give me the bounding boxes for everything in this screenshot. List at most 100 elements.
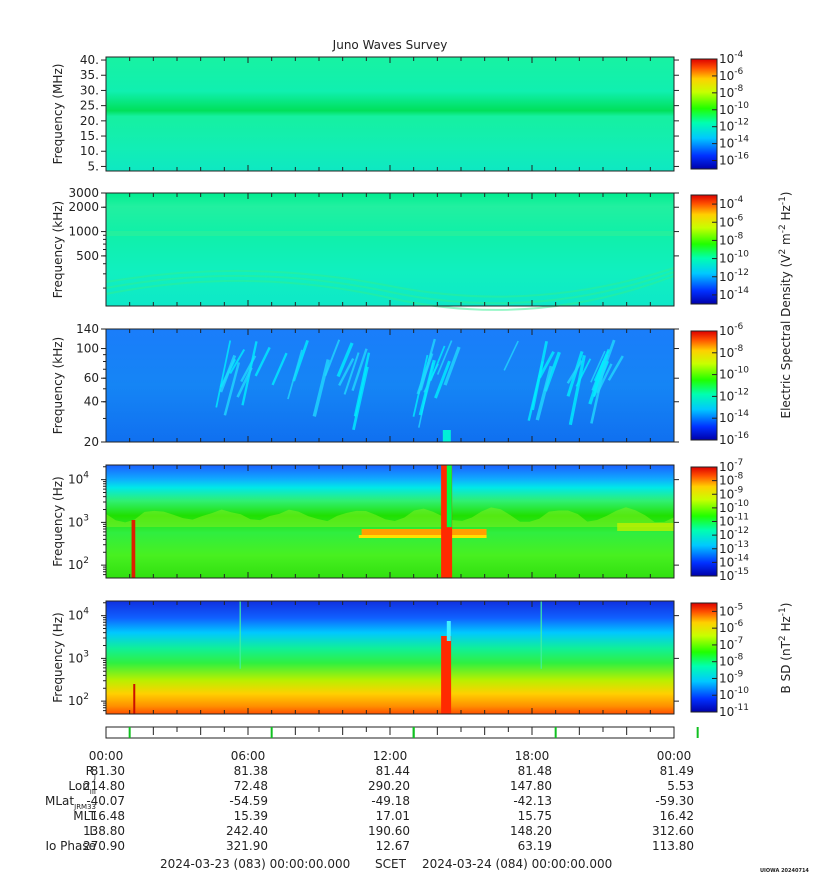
emission-streak bbox=[575, 358, 592, 387]
emission-streak bbox=[287, 349, 303, 400]
ephemeris-value: -40.07 bbox=[86, 794, 125, 808]
emission-streak bbox=[416, 352, 434, 395]
strip-marker bbox=[554, 727, 557, 738]
colorbar-tick-label: 10-12 bbox=[719, 387, 749, 403]
spike bbox=[133, 520, 136, 578]
y-tick-label: 35. bbox=[80, 68, 99, 82]
ephemeris-value: 81.44 bbox=[376, 764, 410, 778]
colorbar-tick-label: 10-11 bbox=[719, 703, 749, 719]
y-tick-label: 103 bbox=[68, 513, 89, 529]
ephemeris-row-label: RJ bbox=[86, 764, 96, 781]
colorbar-tick-label: 10-8 bbox=[719, 84, 744, 100]
colorbar-tick-label: 10-14 bbox=[719, 135, 749, 151]
ephemeris-value: -49.18 bbox=[371, 794, 410, 808]
emission-streak bbox=[535, 365, 553, 421]
colorbar-tick-label: 10-14 bbox=[719, 553, 749, 569]
ephemeris-value: 17.01 bbox=[376, 809, 410, 823]
broadband-burst bbox=[441, 636, 452, 714]
y-tick-label: 60 bbox=[84, 371, 99, 385]
y-tick-label: 3000 bbox=[68, 186, 99, 200]
vertical-line bbox=[239, 601, 241, 669]
ephemeris-value: 15.75 bbox=[518, 809, 552, 823]
footer-scet-label: SCET bbox=[375, 857, 407, 871]
ephemeris-value: 5.53 bbox=[667, 779, 694, 793]
colorbar-tick-label: 10-6 bbox=[719, 213, 744, 229]
colorbar-tick-label: 10-4 bbox=[719, 195, 744, 211]
ephemeris-value: -59.30 bbox=[655, 794, 694, 808]
emission-streak bbox=[503, 340, 519, 371]
x-tick-label: 12:00 bbox=[373, 749, 408, 763]
colorbar-gradient bbox=[690, 58, 718, 170]
emission-streak bbox=[566, 360, 583, 384]
colorbar-gradient bbox=[690, 602, 718, 713]
y-tick-label: 103 bbox=[68, 649, 89, 665]
burst-patch bbox=[442, 430, 451, 442]
emission-streak bbox=[429, 345, 446, 382]
emission-streak bbox=[434, 360, 451, 399]
spike bbox=[131, 520, 134, 578]
y-tick-label: 20 bbox=[84, 435, 99, 449]
emission-streak bbox=[527, 361, 544, 421]
emission-streak bbox=[229, 349, 246, 374]
ephemeris-row-label: MLT bbox=[73, 809, 96, 823]
ephemeris-value: -42.13 bbox=[513, 794, 552, 808]
colorbar-tick-label: 10-8 bbox=[719, 344, 744, 360]
ephemeris-value: 16.42 bbox=[660, 809, 694, 823]
faint-arc bbox=[105, 271, 675, 305]
vertical-line bbox=[540, 601, 543, 669]
colorbar-tick-label: 10-11 bbox=[719, 513, 749, 529]
y-tick-label: 100 bbox=[76, 342, 99, 356]
colorbar-tick-label: 10-9 bbox=[719, 669, 744, 685]
emission-streak bbox=[312, 359, 330, 417]
emission-streak bbox=[352, 366, 369, 431]
ephemeris-value: 147.80 bbox=[510, 779, 552, 793]
faint-arc bbox=[105, 275, 675, 311]
emission-streak bbox=[336, 342, 354, 378]
horizontal-emission bbox=[361, 529, 487, 535]
emission-streak bbox=[343, 352, 360, 395]
ephemeris-value: 63.19 bbox=[518, 839, 552, 853]
ephemeris-value: 148.20 bbox=[510, 824, 552, 838]
emission-streak bbox=[236, 367, 253, 398]
emission-streak bbox=[436, 340, 453, 375]
y-tick-label: 102 bbox=[68, 692, 89, 708]
band bbox=[106, 231, 674, 236]
colorbar-tick-label: 10-15 bbox=[719, 567, 749, 583]
panel-p3: 20 40 60 100 140 Frequency (kHz) bbox=[51, 322, 679, 449]
ephemeris-value: 321.90 bbox=[226, 839, 268, 853]
panel-p1: 5.10.15.20.25. 30.35.40. Frequency (MHz) bbox=[51, 53, 679, 173]
ephemeris-value: 81.30 bbox=[91, 764, 125, 778]
colorbar-tick-label: 10-7 bbox=[719, 636, 743, 652]
burst-core bbox=[446, 465, 452, 528]
colorbar-tick-label: 10-8 bbox=[719, 472, 744, 488]
ephemeris-value: 190.60 bbox=[368, 824, 410, 838]
spectrogram-p5 bbox=[106, 601, 674, 714]
y-tick-label: 40 bbox=[84, 395, 99, 409]
ephemeris-row-label: LonIII bbox=[68, 779, 96, 796]
x-tick-label: 00:00 bbox=[657, 749, 692, 763]
colorbar-tick-label: 10-6 bbox=[719, 619, 744, 635]
emission-streak bbox=[353, 352, 371, 417]
y-axis-label: Frequency (kHz) bbox=[51, 337, 65, 434]
ephemeris-value: -54.59 bbox=[229, 794, 268, 808]
x-tick-label: 06:00 bbox=[231, 749, 266, 763]
spectrogram-p3 bbox=[106, 329, 674, 442]
colorbar-p3: 10-6 10-8 10-10 10-12 10-14 10-16 bbox=[690, 322, 749, 447]
corner-label: UIOWA 20240714 bbox=[760, 868, 809, 874]
colorbar-tick-label: 10-10 bbox=[719, 366, 749, 382]
y-tick-label: 104 bbox=[68, 471, 89, 487]
y-tick-label: 102 bbox=[68, 556, 89, 572]
emission-streak bbox=[566, 351, 584, 397]
chart-title: Juno Waves Survey bbox=[332, 38, 448, 52]
y-tick-label: 10. bbox=[80, 144, 99, 158]
ephemeris-row-label: MLatJRM33 bbox=[45, 794, 96, 811]
faint-arc bbox=[105, 267, 675, 298]
ephemeris-value: 81.49 bbox=[660, 764, 694, 778]
colorbar-tick-label: 10-16 bbox=[719, 152, 749, 168]
noise-band bbox=[106, 507, 674, 527]
